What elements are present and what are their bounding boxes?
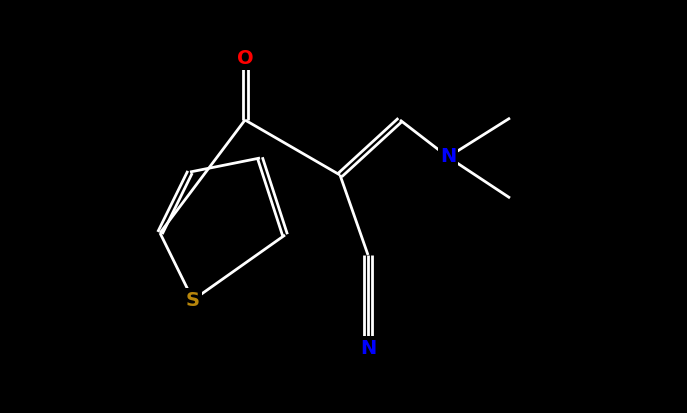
- Text: S: S: [186, 290, 200, 309]
- Text: O: O: [237, 48, 254, 67]
- Text: N: N: [440, 147, 456, 166]
- Text: N: N: [360, 339, 376, 358]
